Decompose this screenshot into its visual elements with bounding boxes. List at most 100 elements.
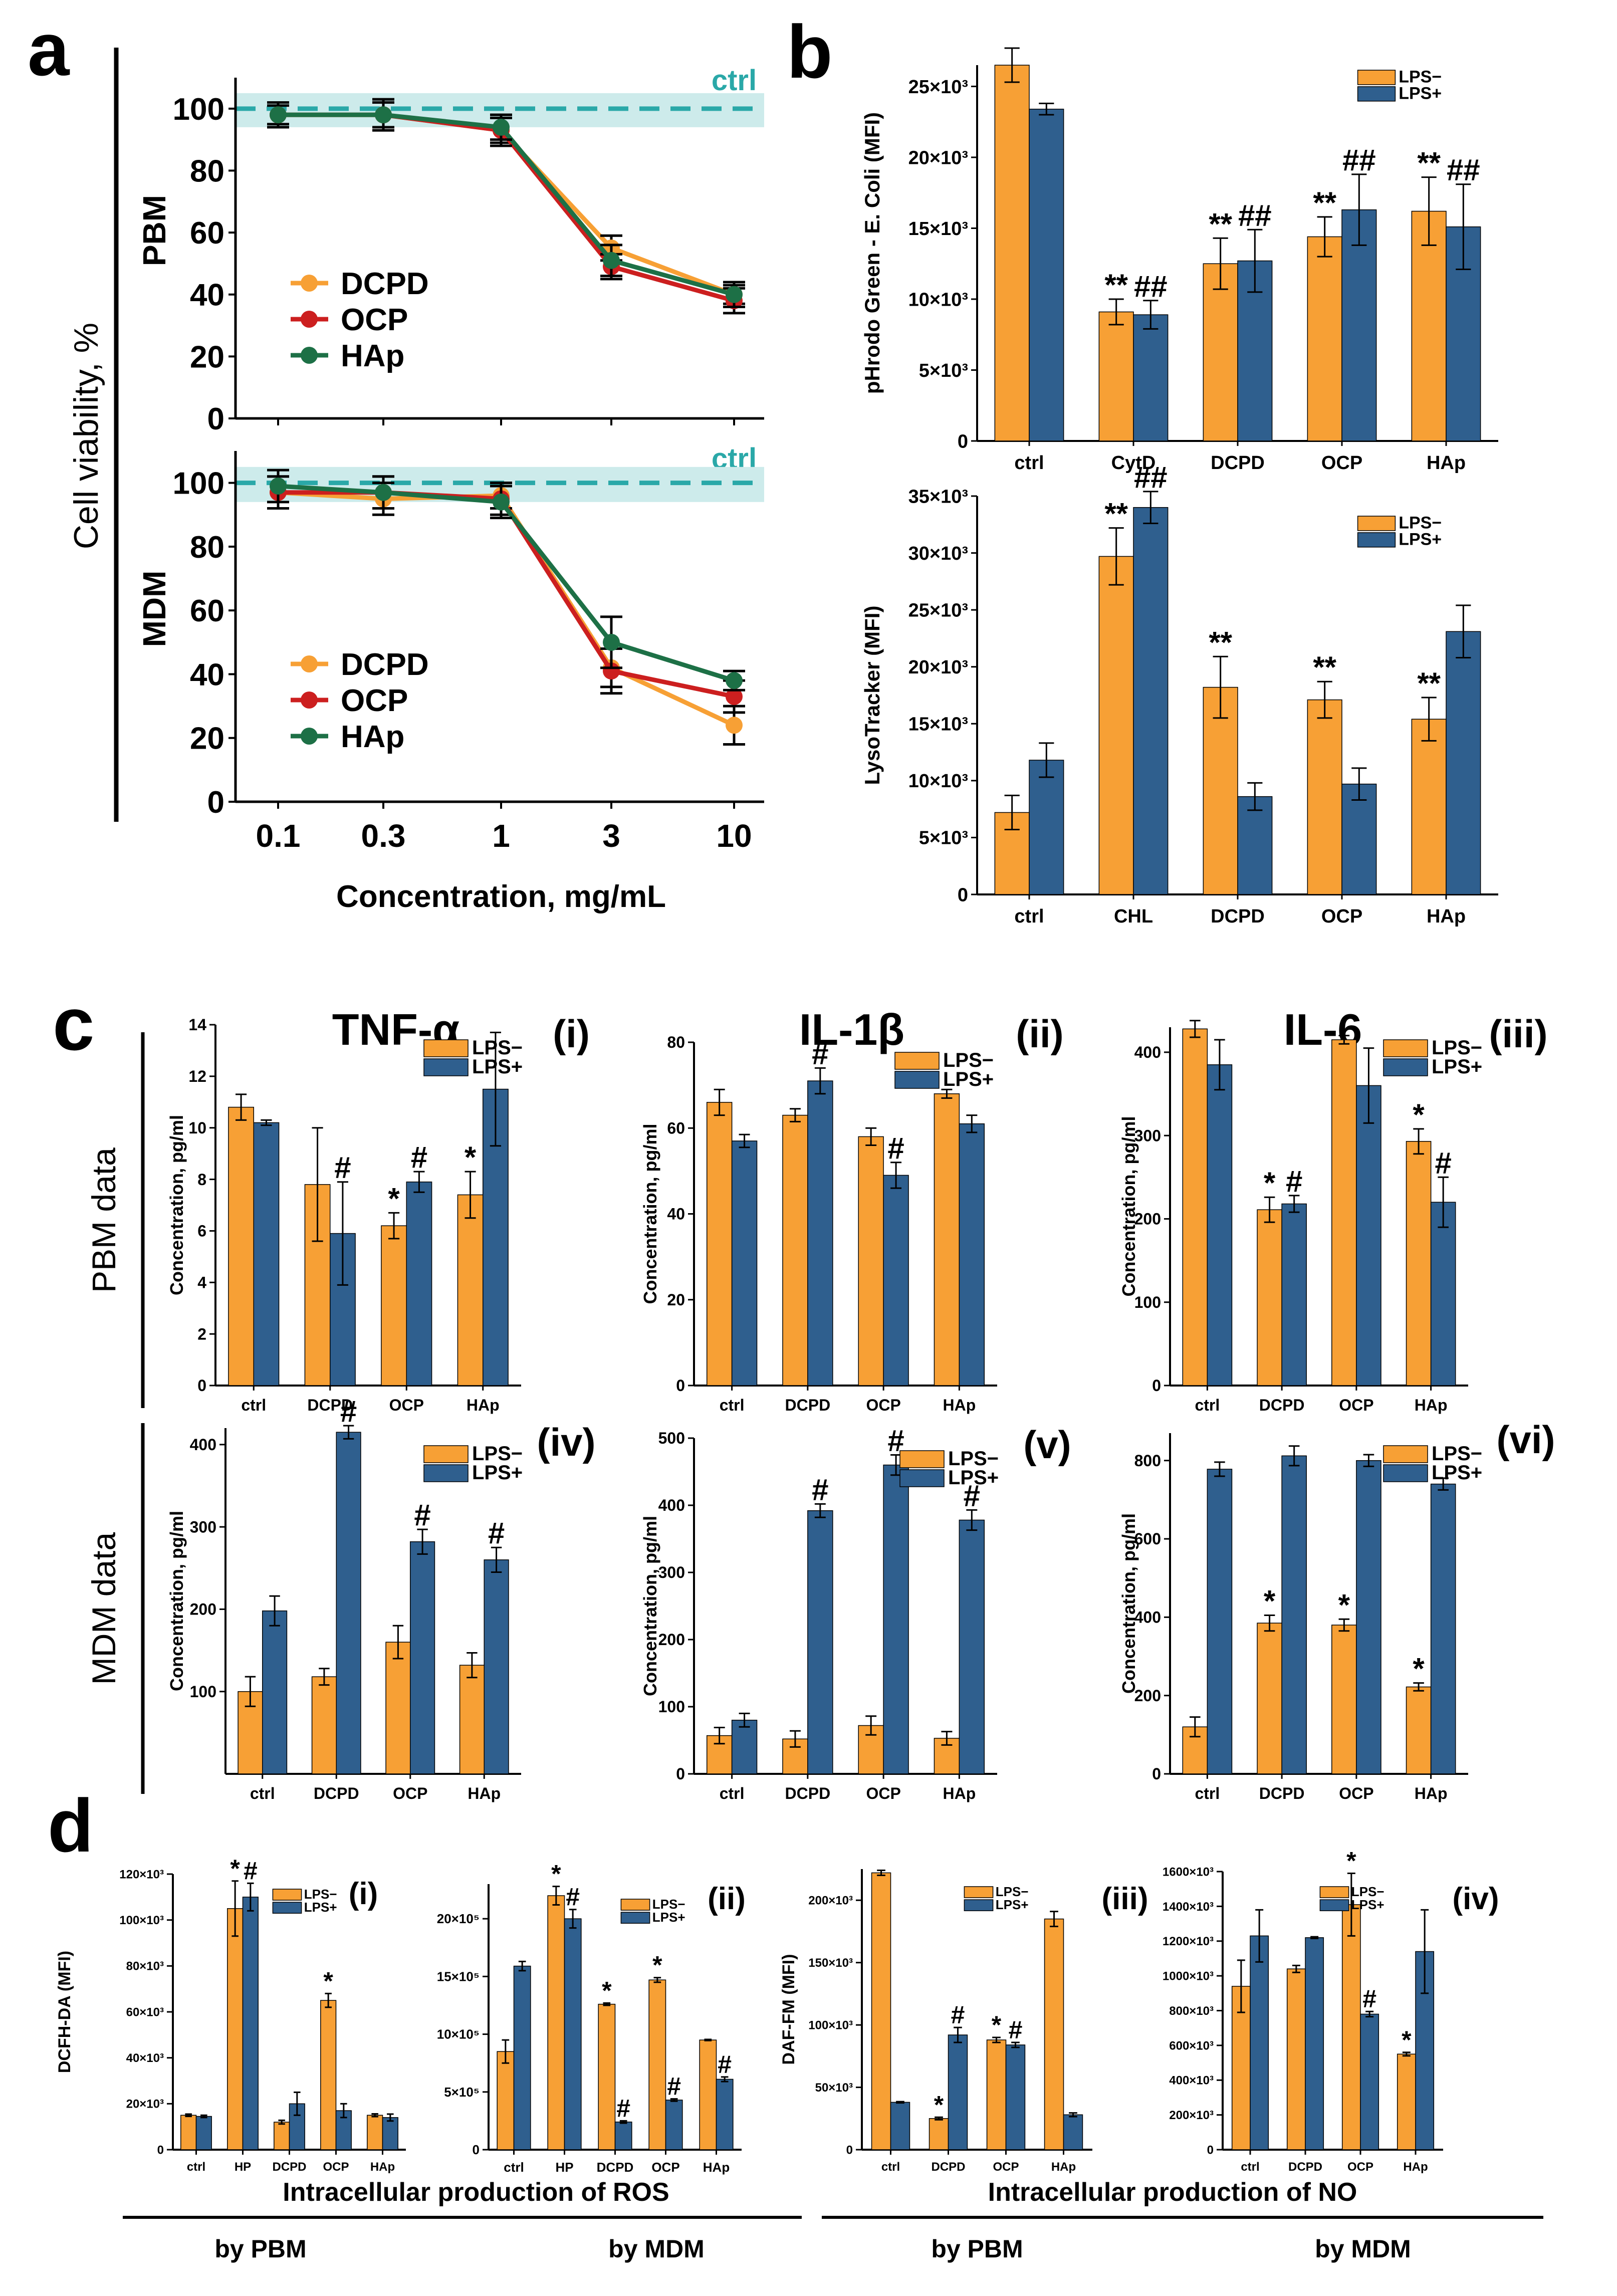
x-tick-label: HAp — [943, 1784, 976, 1802]
legend-swatch — [1319, 1886, 1349, 1898]
y-tick-label: 10 — [188, 1119, 206, 1137]
data-point-HAp — [270, 478, 287, 495]
significance-mark: * — [652, 1951, 662, 1979]
row-label-pbm-data: PBM data — [85, 1147, 122, 1293]
bar-lps-plus-ctrl — [890, 2102, 910, 2150]
y-tick-label: 800×10³ — [1169, 2004, 1214, 2018]
x-tick-label: ctrl — [187, 2160, 205, 2174]
significance-mark: * — [1264, 1166, 1276, 1200]
x-tick-label: 0.1 — [256, 818, 301, 854]
data-point-HAp — [375, 484, 392, 501]
x-tick-label: HP — [235, 2160, 251, 2174]
bar-chart-d-iii: 0 50×10³ 100×10³ 150×10³ 200×10³ DAF-FM (MFI)… — [779, 1869, 1148, 2174]
panel-tag: (iii) — [1489, 1012, 1548, 1056]
bar-lps-minus-OCP — [1307, 699, 1342, 895]
legend-marker — [301, 275, 318, 292]
cytokine-title-il1b: IL-1β — [799, 1005, 904, 1054]
bar-lps-minus-HAp — [699, 2039, 717, 2150]
legend-swatch — [1383, 1058, 1428, 1076]
y-tick-label: 600 — [1134, 1530, 1161, 1548]
bar-lps-minus-DCPD — [274, 2122, 290, 2150]
legend-label: LPS− — [472, 1443, 523, 1465]
legend-swatch — [620, 1912, 650, 1924]
significance-mark: * — [323, 1967, 333, 1995]
bar-lps-minus-DCPD — [1257, 1209, 1282, 1386]
x-tick-label: DCPD — [1259, 1396, 1305, 1414]
y-tick-label: 1200×10³ — [1163, 1935, 1214, 1948]
panel-tag: (ii) — [1016, 1012, 1063, 1056]
y-tick-label: 0 — [958, 884, 968, 905]
legend-label: HAp — [341, 720, 404, 754]
bar-lps-plus-ctrl — [253, 1122, 280, 1386]
bar-lps-minus-ctrl — [994, 65, 1030, 441]
legend-label: DCPD — [341, 647, 429, 682]
x-tick-label: HAp — [703, 2160, 730, 2175]
caption-by-pbm-1: by PBM — [214, 2235, 306, 2263]
caption-ros: Intracellular production of ROS — [283, 2178, 669, 2207]
y-tick-label: 0 — [197, 1376, 206, 1395]
y-tick-label: 400 — [658, 1496, 685, 1514]
y-tick-label: 5×10³ — [919, 360, 968, 381]
data-point-HAp — [603, 252, 620, 269]
legend-label: LPS+ — [943, 1068, 994, 1090]
bar-lps-minus-ctrl — [871, 1872, 891, 2150]
ctrl-label-pbm: ctrl — [712, 64, 757, 97]
data-point-HAp — [375, 106, 392, 124]
x-tick-label: OCP — [1339, 1784, 1373, 1802]
x-tick-label: OCP — [651, 2160, 679, 2175]
x-tick-label: ctrl — [241, 1396, 266, 1414]
significance-mark: # — [244, 1857, 258, 1885]
bar-chart-c-iv: 100 200 300 400 Concentration, pg/ml ctrl DCPD… — [166, 1395, 596, 1802]
significance-mark: # — [1009, 2016, 1023, 2044]
y-tick-label: 25×10³ — [908, 600, 968, 621]
significance-mark: # — [718, 2050, 732, 2079]
x-tick-label: 1 — [492, 818, 510, 854]
y-tick-label: 60×10³ — [126, 2005, 164, 2019]
bar-lps-minus-ctrl — [180, 2115, 197, 2150]
significance-mark: * — [1264, 1584, 1276, 1618]
bar-lps-plus-OCP — [406, 1181, 432, 1386]
bar-chart-c-i: 0 2 4 6 8 10 12 14 Concentration, pg/ml ctrl DCPD #… — [166, 1012, 590, 1414]
y-tick-label: 100 — [658, 1698, 685, 1716]
y-tick-label: 20×10³ — [126, 2098, 164, 2111]
y-tick-label: 20 — [190, 722, 224, 756]
bar-lps-minus-DCPD — [598, 2003, 616, 2150]
bar-lps-plus-OCP — [410, 1541, 435, 1774]
caption-no: Intracellular production of NO — [988, 2178, 1357, 2207]
y-tick-label: 400 — [1134, 1609, 1161, 1627]
panel-tag: (ii) — [708, 1882, 746, 1916]
significance-mark: ** — [1417, 666, 1441, 700]
y-tick-label: 100×10³ — [808, 2019, 853, 2032]
legend-label: LPS+ — [1432, 1056, 1482, 1078]
legend-swatch — [1383, 1445, 1428, 1463]
bar-lps-minus-OCP — [385, 1642, 411, 1774]
bar-lps-plus-OCP — [883, 1175, 909, 1386]
legend-swatch — [964, 1886, 994, 1898]
data-point-HAp — [726, 286, 743, 303]
y-tick-label: 0 — [846, 2143, 853, 2157]
significance-mark: # — [616, 2094, 630, 2122]
bar-lps-minus-CytD — [1098, 311, 1134, 441]
bar-lps-plus-HAp — [959, 1123, 985, 1386]
legend-label: LPS− — [1351, 1884, 1384, 1899]
significance-mark: * — [1338, 1588, 1350, 1622]
bar-lps-plus-OCP — [1341, 783, 1377, 895]
legend-marker — [301, 347, 318, 364]
legend-label: LPS+ — [1399, 530, 1442, 549]
bar-lps-minus-OCP — [1307, 236, 1342, 441]
panel-letter-c: c — [53, 982, 94, 1066]
legend-marker — [301, 655, 318, 672]
y-tick-label: 0 — [676, 1376, 685, 1395]
bar-lps-minus-DCPD — [311, 1676, 337, 1774]
y-tick-label: 80 — [667, 1033, 685, 1051]
legend-swatch — [423, 1058, 469, 1076]
bar-lps-plus-DCPD — [807, 1080, 833, 1386]
x-tick-label: DCPD — [1211, 906, 1265, 927]
significance-mark: # — [411, 1140, 427, 1174]
bar-lps-plus-HP — [242, 1897, 259, 2150]
y-axis-label: Concentration, pg/ml — [166, 1511, 187, 1691]
bar-lps-plus-ctrl — [1029, 760, 1064, 895]
x-tick-label: DCPD — [785, 1396, 831, 1414]
